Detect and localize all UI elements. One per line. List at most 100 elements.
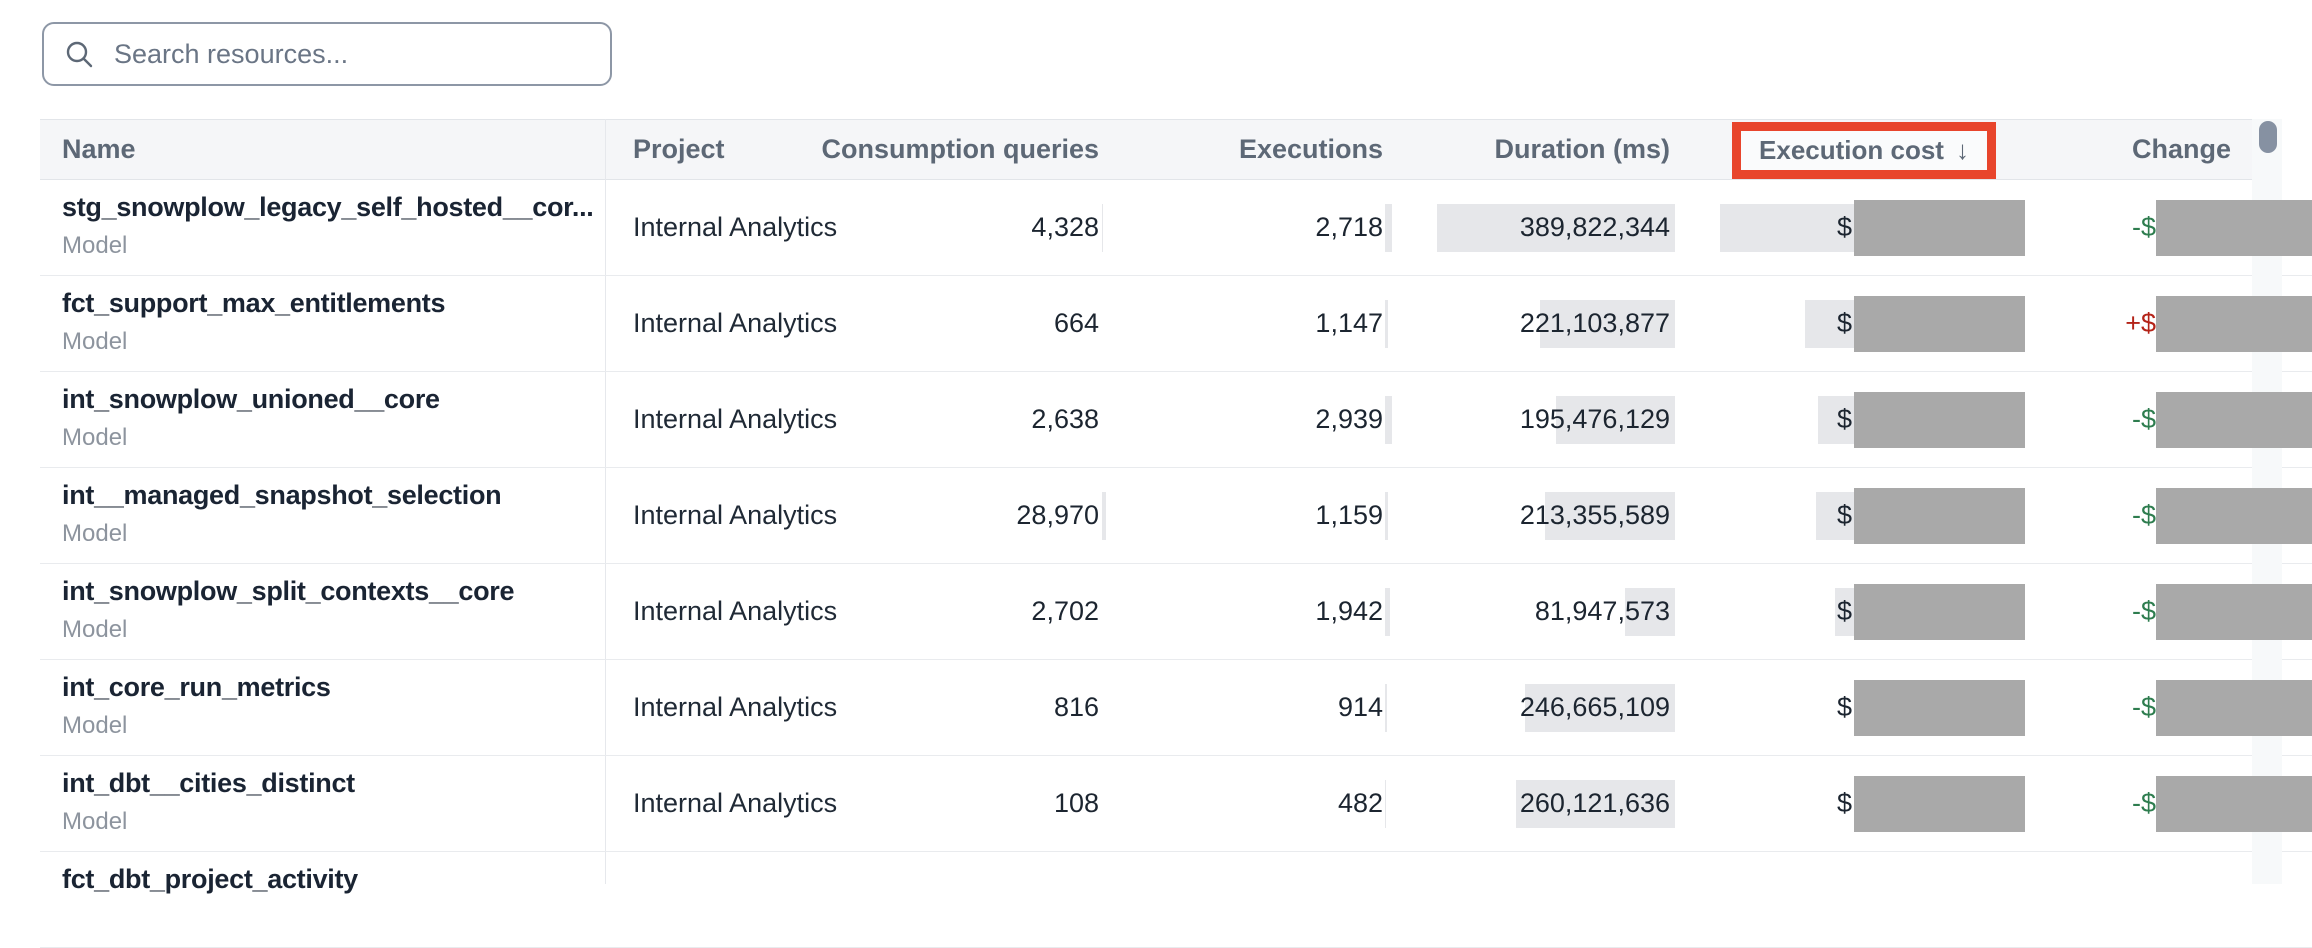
- column-header-consumption-queries[interactable]: Consumption queries: [821, 134, 1099, 164]
- resource-name-link[interactable]: int_dbt__cities_distinct: [62, 768, 355, 798]
- resource-name-link[interactable]: int__managed_snapshot_selection: [62, 480, 502, 510]
- table-header-row: Name Project Consumption queries Executi…: [40, 119, 2258, 180]
- column-header-name[interactable]: Name: [62, 134, 136, 164]
- executions-bar: [1385, 300, 1388, 348]
- executions-bar: [1385, 684, 1387, 732]
- search-input[interactable]: [112, 37, 590, 71]
- executions-cell: 1,147: [1315, 308, 1383, 338]
- cost-redaction-block: [1854, 392, 2025, 448]
- sort-descending-icon: ↓: [1955, 135, 1969, 165]
- duration-cell: 246,665,109: [1519, 692, 1670, 722]
- consumption-queries-cell: 2,702: [1031, 596, 1099, 626]
- change-prefix: -$: [2131, 404, 2156, 434]
- consumption-queries-bar: [1102, 492, 1106, 540]
- execution-cost-currency-prefix: $: [1836, 308, 1852, 338]
- consumption-queries-bar: [1102, 204, 1103, 252]
- resources-table: Name Project Consumption queries Executi…: [40, 119, 2312, 948]
- consumption-queries-cell: 4,328: [1031, 212, 1099, 242]
- resource-type-label: Model: [62, 616, 128, 643]
- change-prefix: +$: [2125, 308, 2156, 338]
- project-cell: Internal Analytics: [633, 500, 838, 530]
- duration-bar: [1437, 204, 1675, 252]
- executions-cell: 2,939: [1315, 404, 1383, 434]
- execution-cost-currency-prefix: $: [1836, 788, 1852, 818]
- change-redaction-block: [2156, 392, 2312, 448]
- table-row[interactable]: int_snowplow_unioned__core Model Interna…: [40, 372, 2312, 468]
- column-header-duration[interactable]: Duration (ms): [1494, 134, 1671, 164]
- table-row[interactable]: fct_support_max_entitlements Model Inter…: [40, 276, 2312, 372]
- duration-cell: 221,103,877: [1519, 308, 1670, 338]
- project-cell: Internal Analytics: [633, 212, 838, 242]
- consumption-queries-cell: 28,970: [1016, 500, 1099, 530]
- consumption-queries-cell: 2,638: [1031, 404, 1099, 434]
- resource-name-link[interactable]: fct_dbt_project_activity: [62, 864, 358, 894]
- resource-name-link[interactable]: stg_snowplow_legacy_self_hosted__cor...: [62, 192, 594, 222]
- duration-cell: 260,121,636: [1519, 788, 1670, 818]
- executions-cell: 482: [1337, 788, 1383, 818]
- column-header-execution-cost-highlighted[interactable]: Execution cost ↓: [1732, 122, 1996, 179]
- column-header-executions[interactable]: Executions: [1238, 134, 1383, 164]
- resource-type-label: Model: [62, 808, 128, 835]
- table-row[interactable]: int__managed_snapshot_selection Model In…: [40, 468, 2312, 564]
- resource-type-label: Model: [62, 712, 128, 739]
- execution-cost-currency-prefix: $: [1836, 500, 1852, 530]
- table-row[interactable]: int_dbt__cities_distinct Model Internal …: [40, 756, 2312, 852]
- resource-name-link[interactable]: fct_support_max_entitlements: [62, 288, 446, 318]
- search-icon: [66, 41, 93, 68]
- column-header-project[interactable]: Project: [633, 134, 725, 164]
- resource-name-link[interactable]: int_snowplow_split_contexts__core: [62, 576, 515, 606]
- change-redaction-block: [2156, 776, 2312, 832]
- executions-bar: [1385, 780, 1386, 828]
- duration-bar: [1525, 684, 1675, 732]
- cost-redaction-block: [1854, 200, 2025, 256]
- change-prefix: -$: [2131, 500, 2156, 530]
- name-column-divider: [605, 119, 606, 884]
- vertical-scrollbar-thumb[interactable]: [2259, 121, 2277, 153]
- consumption-queries-cell: 108: [1053, 788, 1099, 818]
- cost-redaction-block: [1854, 488, 2025, 544]
- change-redaction-block: [2156, 200, 2312, 256]
- duration-bar: [1556, 396, 1675, 444]
- project-cell: Internal Analytics: [633, 596, 838, 626]
- cost-redaction-block: [1854, 776, 2025, 832]
- executions-bar: [1385, 492, 1388, 540]
- table-row[interactable]: fct_dbt_project_activity: [40, 852, 2312, 948]
- executions-bar: [1385, 204, 1392, 252]
- duration-cell: 389,822,344: [1519, 212, 1670, 242]
- executions-bar: [1385, 588, 1390, 636]
- resource-type-label: Model: [62, 424, 128, 451]
- search-box[interactable]: [42, 22, 612, 86]
- duration-bar: [1540, 300, 1675, 348]
- executions-cell: 1,159: [1315, 500, 1383, 530]
- table-row[interactable]: stg_snowplow_legacy_self_hosted__cor... …: [40, 180, 2312, 276]
- executions-cell: 2,718: [1315, 212, 1383, 242]
- change-prefix: -$: [2131, 788, 2156, 818]
- duration-bar: [1545, 492, 1675, 540]
- execution-cost-currency-prefix: $: [1836, 212, 1852, 242]
- execution-cost-currency-prefix: $: [1836, 692, 1852, 722]
- duration-cell: 81,947,573: [1534, 596, 1670, 626]
- consumption-queries-cell: 664: [1053, 308, 1099, 338]
- duration-cell: 195,476,129: [1519, 404, 1670, 434]
- resource-type-label: Model: [62, 520, 128, 547]
- change-redaction-block: [2156, 584, 2312, 640]
- column-header-change[interactable]: Change: [2131, 134, 2231, 164]
- resource-type-label: Model: [62, 232, 128, 259]
- table-row[interactable]: int_snowplow_split_contexts__core Model …: [40, 564, 2312, 660]
- change-prefix: -$: [2131, 596, 2156, 626]
- executions-cell: 1,942: [1315, 596, 1383, 626]
- table-row[interactable]: int_core_run_metrics Model Internal Anal…: [40, 660, 2312, 756]
- change-prefix: -$: [2131, 212, 2156, 242]
- cost-redaction-block: [1854, 584, 2025, 640]
- executions-bar: [1385, 396, 1392, 444]
- change-prefix: -$: [2131, 692, 2156, 722]
- duration-bar: [1516, 780, 1675, 828]
- duration-cell: 213,355,589: [1519, 500, 1670, 530]
- resource-name-link[interactable]: int_core_run_metrics: [62, 672, 331, 702]
- resource-type-label: Model: [62, 328, 128, 355]
- change-redaction-block: [2156, 680, 2312, 736]
- resource-name-link[interactable]: int_snowplow_unioned__core: [62, 384, 440, 414]
- project-cell: Internal Analytics: [633, 404, 838, 434]
- column-header-execution-cost-label: Execution cost: [1759, 135, 1944, 165]
- execution-cost-currency-prefix: $: [1836, 404, 1852, 434]
